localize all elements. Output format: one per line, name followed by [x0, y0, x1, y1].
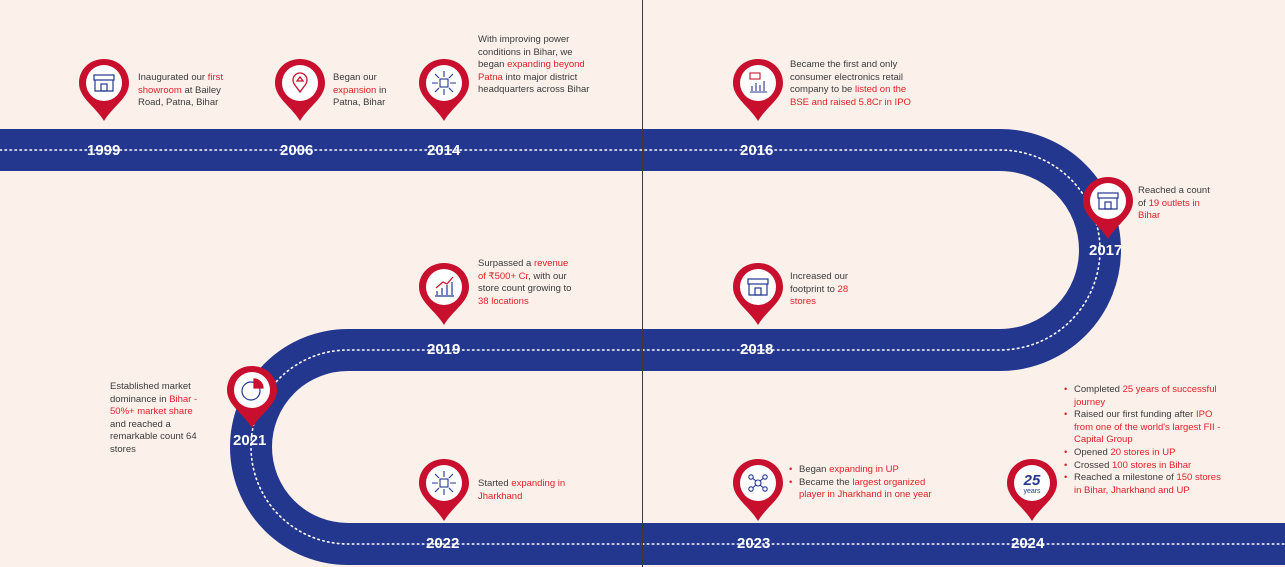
- body-text: into major district headquarters across …: [478, 71, 590, 96]
- milestone-pin-2016: [733, 59, 783, 121]
- year-label-2024: 2024: [1011, 535, 1045, 552]
- milestone-text-2024: Completed 25 years of successful journey…: [1064, 384, 1229, 497]
- storefront-icon: [747, 278, 769, 296]
- body-text: Raised our first funding after: [1074, 409, 1196, 421]
- body-text: and reached a remarkable count 64 stores: [110, 418, 197, 455]
- bullet-item: Reached a milestone of 150 stores in Bih…: [1064, 472, 1229, 497]
- body-text: Became the: [799, 476, 853, 488]
- ipo-chart-icon: [749, 72, 767, 93]
- body-text: Completed: [1074, 384, 1123, 395]
- badge-text: years: [1023, 488, 1041, 495]
- bullet-list: Began expanding in UPBecame the largest …: [789, 464, 949, 502]
- pie-chart-icon: [241, 378, 264, 401]
- body-text: Increased our footprint to: [790, 271, 849, 295]
- milestone-pin-2024: 25 years: [1007, 459, 1057, 521]
- bullet-item: Became the largest organized player in J…: [789, 477, 949, 502]
- body-text: Opened: [1074, 446, 1111, 458]
- year-label-2023: 2023: [737, 535, 771, 552]
- year-label-2018: 2018: [740, 341, 774, 358]
- page-divider: [642, 0, 643, 567]
- milestone-text-2006: Began our expansion in Patna, Bihar: [333, 72, 403, 110]
- storefront-icon: [93, 74, 115, 92]
- year-label-2021: 2021: [233, 432, 267, 449]
- year-label-2017: 2017: [1089, 242, 1123, 259]
- milestone-pin-2018: [733, 263, 783, 325]
- year-label-2006: 2006: [280, 142, 314, 159]
- highlight-text: 25 years of successful journey: [1074, 384, 1217, 408]
- body-text: Established market dominance in: [110, 381, 191, 405]
- highlight-text: 19 outlets in Bihar: [1138, 197, 1200, 222]
- people-network-icon: [748, 474, 768, 492]
- milestone-text-1999: Inaugurated our first showroom at Bailey…: [138, 72, 240, 110]
- body-text: With improving power conditions in Bihar…: [478, 34, 573, 71]
- bullet-item: Crossed 100 stores in Bihar: [1064, 460, 1229, 473]
- milestone-text-2022: Started expanding in Jharkhand: [478, 478, 566, 503]
- milestone-text-2014: With improving power conditions in Bihar…: [478, 34, 590, 97]
- highlight-text: Bihar - 50%+ market share: [110, 393, 198, 418]
- milestone-pin-2021: [227, 366, 277, 428]
- highlight-text: expanding in UP: [829, 464, 899, 475]
- highlight-text: expanding in Jharkhand: [478, 478, 566, 502]
- store-expand-icon: [432, 471, 456, 495]
- highlight-text: revenue of ₹500+ Cr: [478, 258, 569, 282]
- milestone-pin-2014: [419, 59, 469, 121]
- year-label-2014: 2014: [427, 142, 461, 159]
- store-expand-icon: [432, 71, 456, 95]
- highlight-text: 150 stores in Bihar, Jharkhand and UP: [1074, 472, 1221, 496]
- body-text: Crossed: [1074, 459, 1113, 471]
- body-text: Became the first and only consumer elect…: [790, 59, 903, 96]
- bullet-list: Completed 25 years of successful journey…: [1064, 384, 1229, 497]
- body-text: Started: [478, 478, 512, 489]
- highlight-text: listed on the BSE and raised 5.8Cr in IP…: [790, 84, 911, 108]
- milestone-pin-2023: [733, 459, 783, 521]
- milestone-text-2023: Began expanding in UPBecame the largest …: [789, 464, 949, 502]
- growth-chart-icon: [435, 276, 454, 297]
- body-text: Surpassed a: [478, 258, 534, 269]
- milestone-pin-2017: [1083, 177, 1133, 239]
- bullet-item: Raised our first funding after IPO from …: [1064, 409, 1229, 447]
- storefront-icon: [1097, 192, 1119, 210]
- highlight-text: 20 stores in UP: [1110, 446, 1176, 458]
- milestone-text-2017: Reached a count of 19 outlets in Bihar: [1138, 185, 1210, 223]
- milestone-pin-1999: [79, 59, 129, 121]
- milestone-text-2021: Established market dominance in Bihar - …: [110, 381, 206, 457]
- highlight-text: largest organized player in Jharkhand in…: [799, 476, 932, 501]
- highlight-text: 28 stores: [790, 283, 849, 308]
- milestone-pin-2006: [275, 59, 325, 121]
- body-text: in Patna, Bihar: [333, 84, 387, 109]
- highlight-text: 100 stores in Bihar: [1112, 459, 1192, 471]
- milestone-pin-2022: [419, 459, 469, 521]
- highlight-text: expansion: [333, 84, 377, 96]
- body-text: , with our store count growing to: [478, 270, 572, 295]
- badge-number: 25: [1023, 472, 1041, 489]
- body-text: at Bailey Road, Patna, Bihar: [138, 84, 221, 109]
- year-label-2019: 2019: [427, 341, 461, 358]
- highlight-text: IPO from one of the world's largest FII …: [1074, 409, 1221, 446]
- highlight-text: expanding beyond Patna: [478, 59, 585, 83]
- milestone-text-2018: Increased our footprint to 28 stores: [790, 271, 860, 309]
- body-text: Began our: [333, 72, 377, 83]
- body-text: Began: [799, 464, 830, 475]
- bullet-item: Completed 25 years of successful journey: [1064, 384, 1229, 409]
- year-label-1999: 1999: [87, 142, 121, 159]
- 25-years-badge-icon: 25 years: [1023, 472, 1041, 495]
- body-text: Reached a count of: [1138, 185, 1210, 209]
- bullet-item: Opened 20 stores in UP: [1064, 447, 1229, 460]
- highlight-text: 38 locations: [478, 295, 529, 307]
- body-text: Reached a milestone of: [1074, 472, 1177, 484]
- bullet-item: Began expanding in UP: [789, 464, 949, 477]
- milestone-pin-2019: [419, 263, 469, 325]
- body-text: Inaugurated our: [138, 72, 208, 83]
- milestone-text-2019: Surpassed a revenue of ₹500+ Cr, with ou…: [478, 258, 574, 308]
- timeline-dotted-line: [0, 149, 1285, 545]
- year-label-2022: 2022: [426, 535, 460, 552]
- year-label-2016: 2016: [740, 142, 774, 159]
- location-pin-icon: [292, 72, 308, 94]
- highlight-text: first showroom: [138, 72, 224, 96]
- milestone-text-2016: Became the first and only consumer elect…: [790, 59, 915, 109]
